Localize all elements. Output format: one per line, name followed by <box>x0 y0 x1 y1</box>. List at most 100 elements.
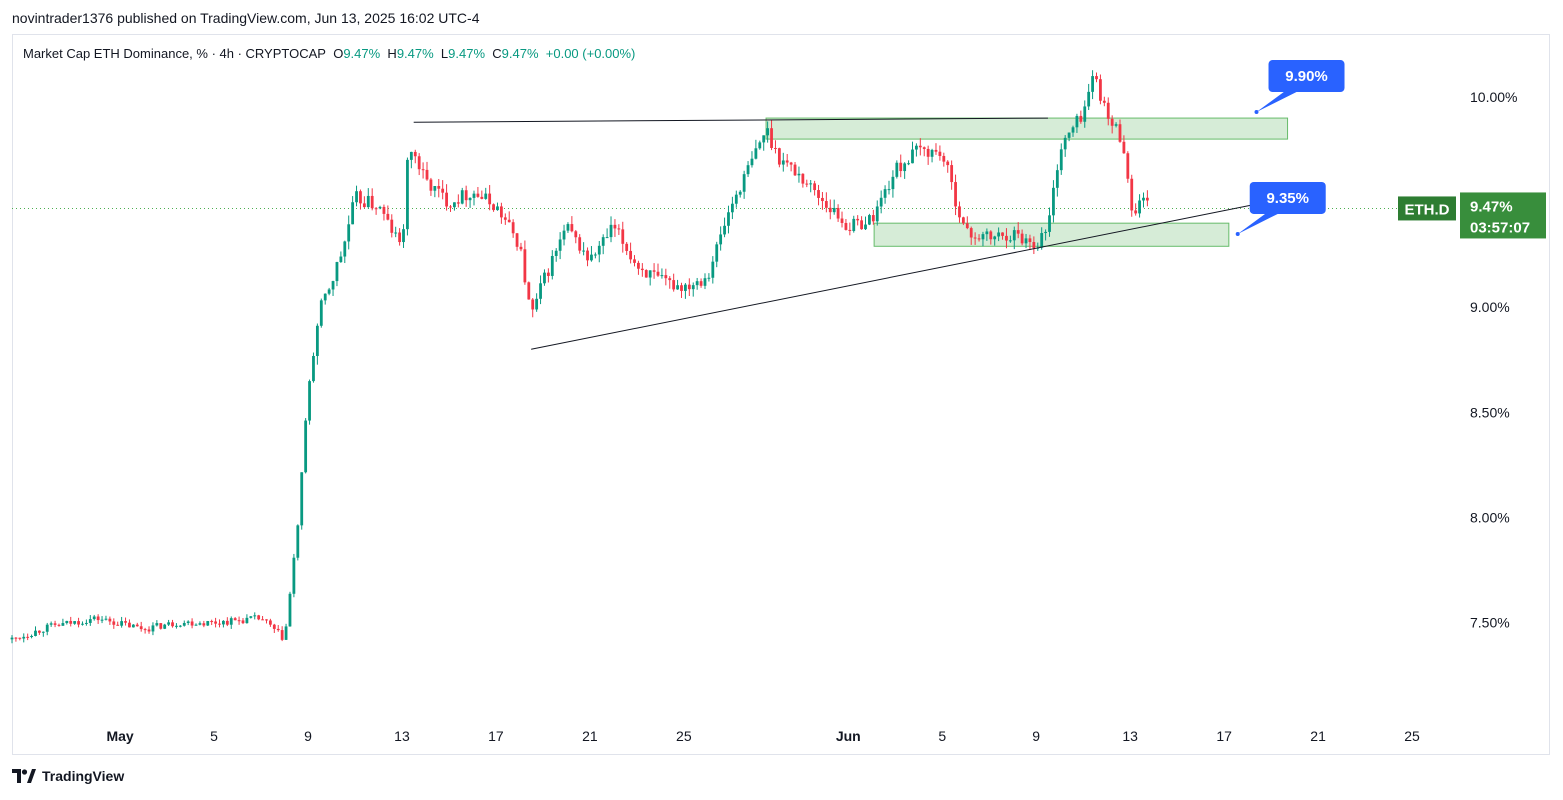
candle-51 <box>210 621 214 623</box>
candle-82 <box>331 281 335 290</box>
candle-193 <box>766 128 770 136</box>
high-value: 9.47% <box>396 46 434 61</box>
candle-186 <box>738 191 742 195</box>
candle-290 <box>1145 197 1149 201</box>
candle-70 <box>284 626 288 640</box>
candle-144 <box>574 231 578 238</box>
candle-222 <box>879 197 883 207</box>
candle-274 <box>1083 106 1087 122</box>
candle-249 <box>985 231 989 235</box>
candle-91 <box>366 195 370 208</box>
change-value: +0.00 (+0.00%) <box>545 46 636 61</box>
candle-148 <box>590 254 593 261</box>
candle-188 <box>746 165 750 175</box>
candle-140 <box>558 239 562 251</box>
candle-108 <box>433 186 437 191</box>
candle-46 <box>190 621 194 626</box>
candle-221 <box>875 206 879 222</box>
x-tick-label-3: 9 <box>304 728 312 744</box>
candle-16 <box>73 621 77 624</box>
symbol-title[interactable]: Market Cap ETH Dominance, % · 4h · CRYPT… <box>23 46 326 61</box>
candle-57 <box>233 618 237 621</box>
callout-anchor-1 <box>1254 110 1259 115</box>
candle-268 <box>1059 149 1063 171</box>
candle-214 <box>848 229 852 231</box>
candle-225 <box>891 176 895 190</box>
candle-271 <box>1071 127 1075 133</box>
candle-102 <box>409 151 413 160</box>
candle-115 <box>460 190 464 204</box>
x-tick-label-8: Jun <box>836 728 861 744</box>
candle-136 <box>543 272 546 284</box>
candle-94 <box>378 206 382 209</box>
callout-2: 9.35% <box>1235 181 1326 236</box>
candle-257 <box>1016 230 1020 234</box>
candle-204 <box>809 183 813 185</box>
candle-206 <box>817 190 820 198</box>
chart-frame[interactable] <box>12 34 1550 755</box>
candle-127 <box>507 219 511 223</box>
y-tick-label-1: 7.50% <box>1470 615 1510 631</box>
candle-220 <box>871 215 875 222</box>
candle-24 <box>104 618 108 620</box>
y-tick-label-5: 10.00% <box>1470 89 1517 105</box>
candle-179 <box>711 261 715 278</box>
candle-101 <box>406 159 409 230</box>
candle-50 <box>206 621 210 626</box>
candle-84 <box>339 256 343 263</box>
candle-224 <box>887 189 891 191</box>
candle-243 <box>961 217 965 224</box>
price-tag-box <box>1460 192 1546 239</box>
candle-251 <box>993 236 997 240</box>
callout-1: 9.90% <box>1254 60 1345 115</box>
tradingview-logo-icon <box>12 769 36 783</box>
symbol-tag: ETH.D <box>1398 196 1456 221</box>
candle-253 <box>1001 232 1004 236</box>
candle-146 <box>582 250 586 252</box>
symbol-legend: Market Cap ETH Dominance, % · 4h · CRYPT… <box>23 46 635 61</box>
candle-197 <box>781 160 785 165</box>
candle-122 <box>488 193 492 205</box>
candle-19 <box>84 622 88 624</box>
publisher-line: novintrader1376 published on TradingView… <box>12 10 480 26</box>
x-tick-label-10: 9 <box>1032 728 1040 744</box>
candle-180 <box>715 244 719 262</box>
candle-3 <box>22 636 26 639</box>
candle-104 <box>417 156 421 170</box>
candle-154 <box>613 224 617 229</box>
candle-244 <box>965 223 969 229</box>
candle-228 <box>903 163 907 172</box>
candle-133 <box>531 299 535 310</box>
candle-267 <box>1055 170 1059 188</box>
candle-209 <box>828 207 832 213</box>
candle-128 <box>511 222 515 234</box>
candle-48 <box>198 623 202 625</box>
candle-120 <box>480 196 484 199</box>
candle-231 <box>915 145 918 150</box>
candle-95 <box>382 206 386 214</box>
low-value: 9.47% <box>448 46 486 61</box>
candle-282 <box>1114 124 1118 126</box>
candle-165 <box>656 271 660 276</box>
candle-29 <box>124 621 127 623</box>
candle-132 <box>527 282 531 300</box>
candle-93 <box>374 208 378 210</box>
candle-160 <box>637 262 640 269</box>
x-tick-label-13: 21 <box>1310 728 1326 744</box>
candle-159 <box>633 259 636 263</box>
candle-187 <box>742 174 746 192</box>
candle-234 <box>926 148 930 157</box>
candle-219 <box>868 215 871 225</box>
candle-106 <box>425 169 429 180</box>
candle-30 <box>128 622 131 628</box>
candle-230 <box>911 149 914 164</box>
tradingview-logo[interactable]: TradingView <box>12 768 124 784</box>
candle-113 <box>453 202 456 208</box>
candle-177 <box>703 278 707 286</box>
candle-103 <box>413 151 417 157</box>
candle-123 <box>492 204 495 211</box>
candle-182 <box>723 225 726 235</box>
candle-76 <box>308 381 311 421</box>
low-label: L <box>440 46 449 61</box>
